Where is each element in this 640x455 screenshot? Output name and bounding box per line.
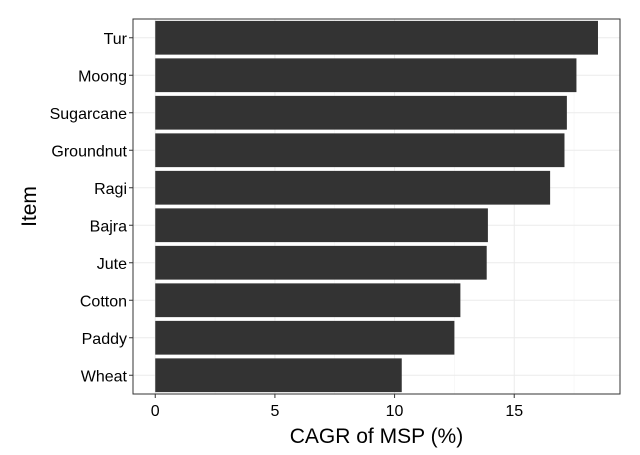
y-tick-label: Moong bbox=[78, 68, 127, 85]
y-axis-title: Item bbox=[18, 186, 41, 227]
y-tick-label: Paddy bbox=[82, 331, 127, 348]
y-axis: Wheat Paddy Cotton Jute Bajra Ragi Groundnut Su… bbox=[50, 31, 133, 385]
bar-sugarcane bbox=[155, 95, 567, 130]
x-tick-label: 5 bbox=[270, 403, 279, 420]
bar-cotton bbox=[155, 283, 461, 318]
bar-ragi bbox=[155, 170, 551, 205]
x-tick-label: 15 bbox=[505, 403, 523, 420]
bar-groundnut bbox=[155, 133, 565, 168]
y-tick-label: Sugarcane bbox=[50, 106, 127, 123]
bar-jute bbox=[155, 245, 487, 280]
x-tick-label: 10 bbox=[386, 403, 404, 420]
y-tick-label: Jute bbox=[97, 256, 127, 273]
bar-bajra bbox=[155, 208, 488, 243]
y-tick-label: Cotton bbox=[80, 293, 127, 310]
bar-wheat bbox=[155, 358, 402, 393]
plot-panel-border bbox=[132, 18, 621, 395]
y-tick-label: Tur bbox=[104, 31, 128, 48]
y-tick-label: Wheat bbox=[81, 368, 128, 385]
x-axis: 0 5 10 15 bbox=[151, 394, 523, 420]
x-tick-label: 0 bbox=[151, 403, 160, 420]
bar-moong bbox=[155, 58, 577, 93]
bar-paddy bbox=[155, 320, 455, 355]
y-tick-label: Groundnut bbox=[51, 143, 127, 160]
y-tick-label: Bajra bbox=[90, 218, 127, 235]
x-axis-title: CAGR of MSP (%) bbox=[290, 425, 463, 448]
bars bbox=[155, 20, 598, 393]
bar-tur bbox=[155, 20, 598, 55]
y-tick-label: Ragi bbox=[94, 181, 127, 198]
